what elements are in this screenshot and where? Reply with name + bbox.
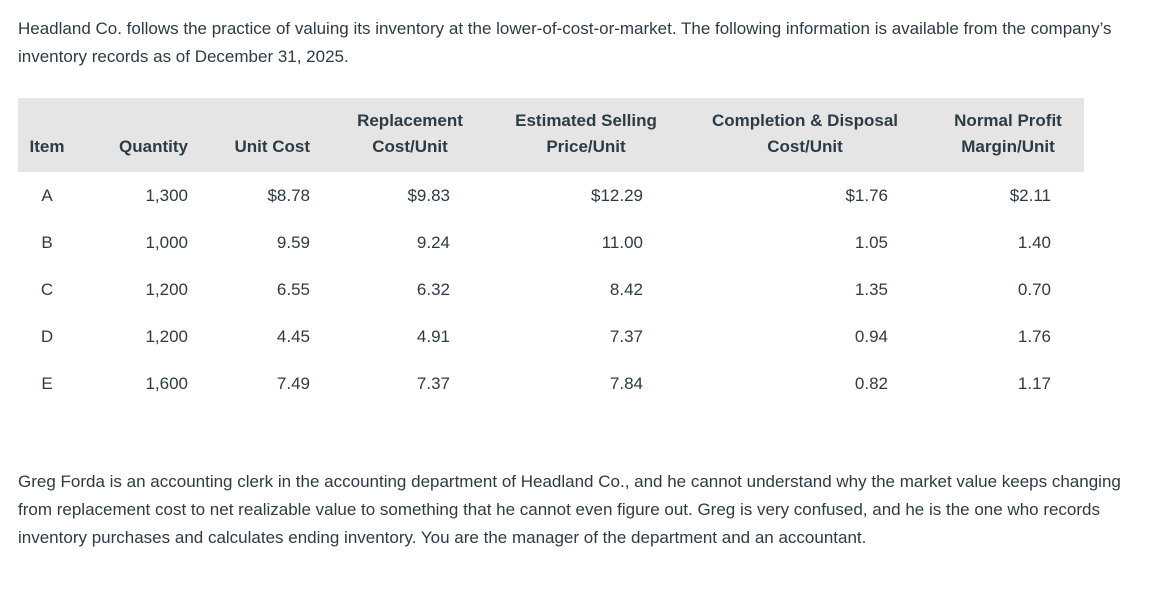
cell-replacement-cost: $9.83 xyxy=(407,185,450,205)
cell-item: E xyxy=(41,373,53,393)
cell-selling-price: 11.00 xyxy=(601,232,643,252)
intro-paragraph: Headland Co. follows the practice of val… xyxy=(18,19,1112,66)
cell-completion-cost: 0.94 xyxy=(854,326,888,346)
cell-completion-cost: $1.76 xyxy=(845,185,888,205)
inventory-table-body: A 1,300 $8.78 $9.83 $12.29 $1.76 $2.11 B… xyxy=(18,172,1084,407)
narrative-paragraph: Greg Forda is an accounting clerk in the… xyxy=(18,472,1121,547)
cell-unit-cost: $8.78 xyxy=(267,185,310,205)
cell-profit-margin: 0.70 xyxy=(1017,279,1051,299)
cell-profit-margin: $2.11 xyxy=(1009,185,1051,205)
cell-selling-price: 7.84 xyxy=(609,373,643,393)
cell-replacement-cost: 9.24 xyxy=(416,232,450,252)
cell-selling-price: $12.29 xyxy=(591,185,643,205)
cell-item: C xyxy=(40,279,54,299)
header-label: Completion & Disposal xyxy=(711,111,899,130)
cell-profit-margin: 1.17 xyxy=(1017,373,1051,393)
col-header-replacement-cost: Replacement Cost/Unit xyxy=(326,98,494,172)
col-header-item: Item xyxy=(18,98,76,172)
header-label: Quantity xyxy=(119,137,188,156)
header-label: Cost/Unit xyxy=(372,137,448,156)
cell-profit-margin: 1.76 xyxy=(1017,326,1051,346)
table-row-item-e: E 1,600 7.49 7.37 7.84 0.82 1.17 xyxy=(18,360,1084,407)
header-label: Margin/Unit xyxy=(961,137,1055,156)
cell-replacement-cost: 6.32 xyxy=(416,279,450,299)
table-row-item-c: C 1,200 6.55 6.32 8.42 1.35 0.70 xyxy=(18,266,1084,313)
cell-unit-cost: 7.49 xyxy=(276,373,310,393)
header-label: Estimated Selling xyxy=(515,111,657,130)
cell-unit-cost: 9.59 xyxy=(276,232,310,252)
cell-quantity: 1,600 xyxy=(145,373,188,393)
col-header-completion-disposal-cost: Completion & Disposal Cost/Unit xyxy=(678,98,932,172)
header-label: Replacement xyxy=(357,111,463,130)
table-row-item-a: A 1,300 $8.78 $9.83 $12.29 $1.76 $2.11 xyxy=(18,172,1084,219)
inventory-table-head: Item Quantity Unit Cost Replacement Cost… xyxy=(18,98,1084,172)
header-label: Normal Profit xyxy=(954,111,1062,130)
cell-selling-price: 8.42 xyxy=(609,279,643,299)
header-row: Item Quantity Unit Cost Replacement Cost… xyxy=(18,98,1084,172)
cell-replacement-cost: 4.91 xyxy=(416,326,450,346)
cell-item: B xyxy=(41,232,53,252)
header-label: Price/Unit xyxy=(546,137,626,156)
cell-quantity: 1,300 xyxy=(145,185,188,205)
cell-completion-cost: 0.82 xyxy=(854,373,888,393)
col-header-quantity: Quantity xyxy=(76,98,196,172)
cell-profit-margin: 1.40 xyxy=(1017,232,1051,252)
cell-completion-cost: 1.35 xyxy=(854,279,888,299)
header-label: Unit Cost xyxy=(234,137,310,156)
header-label: Item xyxy=(29,137,65,156)
header-label: Cost/Unit xyxy=(767,137,843,156)
table-row-item-d: D 1,200 4.45 4.91 7.37 0.94 1.76 xyxy=(18,313,1084,360)
cell-selling-price: 7.37 xyxy=(609,326,643,346)
cell-quantity: 1,200 xyxy=(145,279,188,299)
cell-quantity: 1,200 xyxy=(145,326,188,346)
cell-unit-cost: 4.45 xyxy=(276,326,310,346)
cell-completion-cost: 1.05 xyxy=(854,232,888,252)
cell-item: A xyxy=(41,185,53,205)
col-header-estimated-selling-price: Estimated Selling Price/Unit xyxy=(494,98,678,172)
cell-replacement-cost: 7.37 xyxy=(416,373,450,393)
cell-unit-cost: 6.55 xyxy=(276,279,310,299)
col-header-normal-profit-margin: Normal Profit Margin/Unit xyxy=(932,98,1084,172)
table-row-item-b: B 1,000 9.59 9.24 11.00 1.05 1.40 xyxy=(18,219,1084,266)
inventory-table: Item Quantity Unit Cost Replacement Cost… xyxy=(18,98,1084,407)
cell-quantity: 1,000 xyxy=(145,232,188,252)
col-header-unit-cost: Unit Cost xyxy=(196,98,326,172)
cell-item: D xyxy=(40,326,54,346)
